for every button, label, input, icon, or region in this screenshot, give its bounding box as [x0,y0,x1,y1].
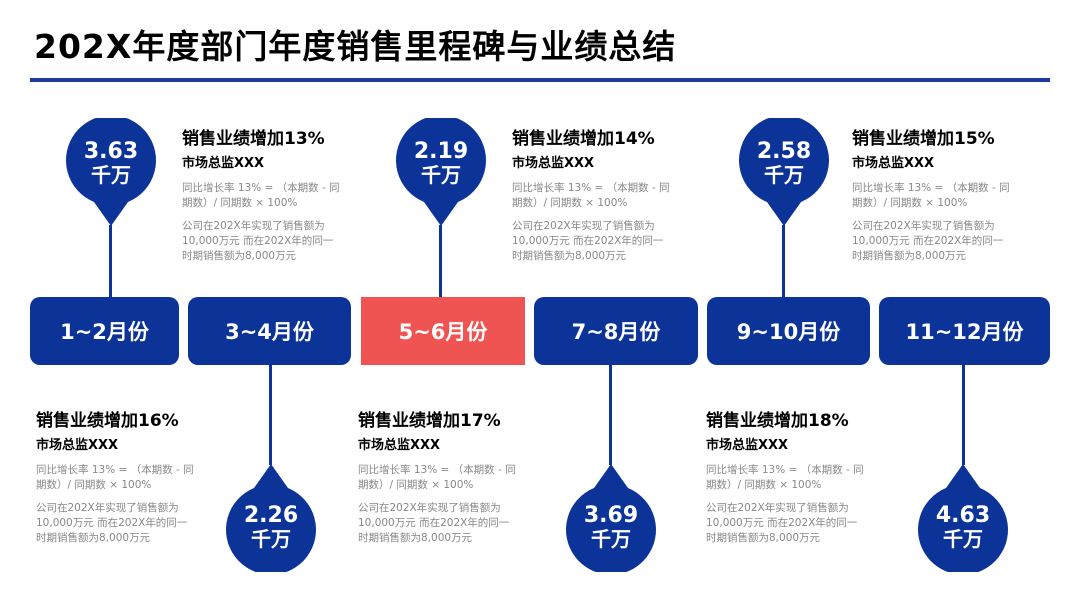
milestone-subtitle: 市场总监XXX [36,438,119,453]
milestone-headline: 销售业绩增加13% [182,129,325,149]
milestone-pin-1: 3.63 千万 [66,118,156,226]
milestone-unit: 千万 [764,163,804,188]
sales-description: 公司在202X年实现了销售额为10,000万元 而在202X年的同一时期销售额为… [36,502,188,544]
growth-formula: 同比增长率 13% = （本期数 - 同期数）/ 同期数 × 100% [358,464,516,491]
period-bar-6: 11~12月份 [879,297,1050,365]
milestone-value: 4.63 [935,502,991,528]
milestone-value: 2.58 [756,138,812,164]
milestone-info-2: 销售业绩增加16% 市场总监XXX 同比增长率 13% = （本期数 - 同期数… [36,406,216,546]
pin-marker-shape [66,118,156,226]
milestone-pin-2: 2.26 千万 [226,464,316,572]
connector-stem-6 [962,365,965,465]
milestone-pin-6: 4.63 千万 [918,464,1008,572]
growth-formula: 同比增长率 13% = （本期数 - 同期数）/ 同期数 × 100% [706,464,864,491]
milestone-headline: 销售业绩增加18% [706,411,849,431]
milestone-pin-5: 2.58 千万 [739,118,829,226]
connector-stem-1 [109,225,112,297]
milestone-unit: 千万 [421,163,461,188]
milestone-unit: 千万 [943,527,983,552]
milestone-info-4: 销售业绩增加17% 市场总监XXX 同比增长率 13% = （本期数 - 同期数… [358,406,538,546]
milestone-info-6: 销售业绩增加18% 市场总监XXX 同比增长率 13% = （本期数 - 同期数… [706,406,886,546]
connector-stem-4 [609,365,612,465]
milestone-info-1: 销售业绩增加13% 市场总监XXX 同比增长率 13% = （本期数 - 同期数… [182,124,362,264]
growth-formula: 同比增长率 13% = （本期数 - 同期数）/ 同期数 × 100% [512,182,670,209]
milestone-pin-3: 2.19 千万 [396,118,486,226]
milestone-headline: 销售业绩增加17% [358,411,501,431]
milestone-subtitle: 市场总监XXX [852,156,935,171]
title-divider [30,78,1050,82]
milestone-headline: 销售业绩增加14% [512,129,655,149]
milestone-headline: 销售业绩增加16% [36,411,179,431]
milestone-subtitle: 市场总监XXX [706,438,789,453]
period-bar-4: 7~8月份 [534,297,698,365]
growth-formula: 同比增长率 13% = （本期数 - 同期数）/ 同期数 × 100% [36,464,194,491]
pin-marker-shape [396,118,486,226]
milestone-headline: 销售业绩增加15% [852,129,995,149]
connector-stem-3 [439,225,442,297]
milestone-info-3: 销售业绩增加14% 市场总监XXX 同比增长率 13% = （本期数 - 同期数… [512,124,692,264]
milestone-value: 2.26 [243,502,299,528]
period-bar-2: 3~4月份 [188,297,351,365]
period-bar-1: 1~2月份 [30,297,179,365]
pin-marker-shape [566,464,656,572]
sales-description: 公司在202X年实现了销售额为10,000万元 而在202X年的同一时期销售额为… [358,502,510,544]
milestone-subtitle: 市场总监XXX [182,156,265,171]
connector-stem-5 [782,225,785,297]
pin-marker-shape [918,464,1008,572]
milestone-subtitle: 市场总监XXX [358,438,441,453]
connector-stem-2 [269,365,272,465]
milestone-unit: 千万 [91,163,131,188]
period-bar-3-highlighted: 5~6月份 [361,297,525,365]
pin-marker-shape [226,464,316,572]
milestone-value: 3.63 [83,138,139,164]
milestone-pin-4: 3.69 千万 [566,464,656,572]
period-bar-5: 9~10月份 [707,297,870,365]
sales-description: 公司在202X年实现了销售额为10,000万元 而在202X年的同一时期销售额为… [512,220,664,262]
milestone-value: 3.69 [583,502,639,528]
milestone-value: 2.19 [413,138,469,164]
page-title: 202X年度部门年度销售里程碑与业绩总结 [34,27,677,66]
milestone-info-5: 销售业绩增加15% 市场总监XXX 同比增长率 13% = （本期数 - 同期数… [852,124,1032,264]
growth-formula: 同比增长率 13% = （本期数 - 同期数）/ 同期数 × 100% [852,182,1010,209]
sales-description: 公司在202X年实现了销售额为10,000万元 而在202X年的同一时期销售额为… [182,220,334,262]
milestone-unit: 千万 [591,527,631,552]
growth-formula: 同比增长率 13% = （本期数 - 同期数）/ 同期数 × 100% [182,182,340,209]
milestone-subtitle: 市场总监XXX [512,156,595,171]
pin-marker-shape [739,118,829,226]
sales-description: 公司在202X年实现了销售额为10,000万元 而在202X年的同一时期销售额为… [706,502,858,544]
sales-description: 公司在202X年实现了销售额为10,000万元 而在202X年的同一时期销售额为… [852,220,1004,262]
milestone-unit: 千万 [251,527,291,552]
